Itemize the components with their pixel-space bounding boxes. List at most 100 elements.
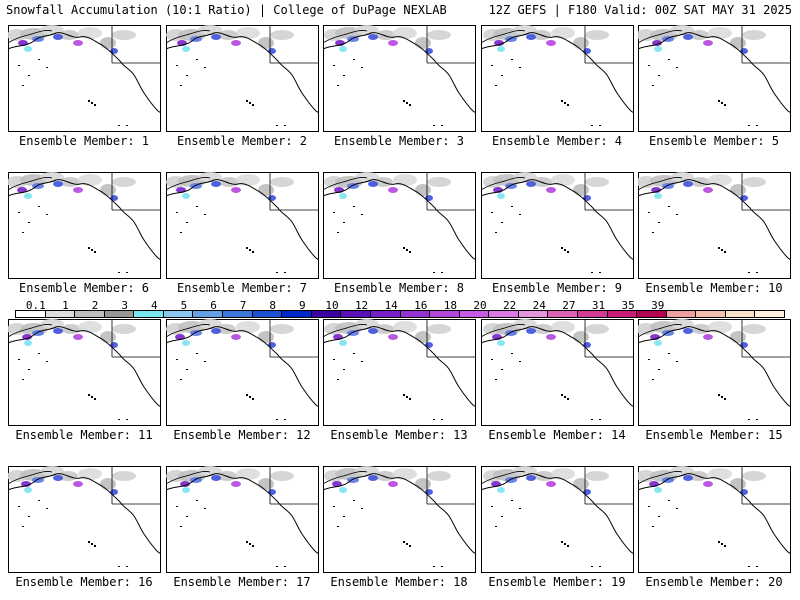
map-title: Snowfall Accumulation (10:1 Ratio) | Col… — [6, 3, 447, 17]
panel-caption: Ensemble Member: 14 — [488, 428, 626, 442]
legend-label: 16 — [414, 299, 428, 312]
snowfall-map — [166, 172, 319, 279]
snowfall-map — [481, 25, 634, 132]
snowfall-map — [638, 25, 791, 132]
legend-swatch — [577, 311, 608, 317]
snowfall-map — [166, 25, 319, 132]
legend-label: 27 — [562, 299, 576, 312]
ensemble-panel-16 — [8, 466, 161, 573]
panel-caption: Ensemble Member: 6 — [18, 281, 150, 295]
legend-swatch — [311, 311, 342, 317]
legend-swatch — [104, 311, 135, 317]
legend-swatch — [607, 311, 638, 317]
legend-label: 24 — [532, 299, 546, 312]
legend-swatch — [193, 311, 224, 317]
legend-label: 31 — [591, 299, 606, 312]
snowfall-map — [323, 319, 476, 426]
snowfall-map — [638, 466, 791, 573]
ensemble-panel-10 — [638, 172, 791, 279]
panel-caption: Ensemble Member: 4 — [491, 134, 623, 148]
panel-caption: Ensemble Member: 7 — [176, 281, 308, 295]
panel-caption: Ensemble Member: 3 — [333, 134, 465, 148]
ensemble-panel-20 — [638, 466, 791, 573]
legend-label: 6 — [210, 299, 217, 312]
legend-swatch — [459, 311, 490, 317]
ensemble-panel-13 — [323, 319, 476, 426]
panel-caption: Ensemble Member: 19 — [488, 575, 626, 589]
panel-caption: Ensemble Member: 10 — [645, 281, 783, 295]
legend-swatch — [134, 311, 164, 317]
legend-swatch — [548, 311, 578, 317]
legend-label: 35 — [621, 299, 635, 312]
legend-label: 8 — [269, 299, 277, 312]
snowfall-map — [323, 172, 476, 279]
snowfall-map — [8, 25, 161, 132]
ensemble-panel-17 — [166, 466, 319, 573]
legend-label: 2 — [91, 299, 99, 312]
ensemble-panel-14 — [481, 319, 634, 426]
snowfall-map — [8, 172, 161, 279]
panel-caption: Ensemble Member: 16 — [15, 575, 153, 589]
legend-label: 3 — [121, 299, 128, 312]
legend-swatch — [223, 311, 253, 317]
panel-caption: Ensemble Member: 9 — [491, 281, 623, 295]
legend-swatch — [489, 311, 519, 317]
legend-swatch — [755, 311, 785, 317]
legend-swatch — [45, 311, 76, 317]
panel-caption: Ensemble Member: 1 — [18, 134, 150, 148]
snowfall-map — [323, 466, 476, 573]
snowfall-map — [481, 466, 634, 573]
legend-swatch — [341, 311, 371, 317]
snowfall-map — [166, 319, 319, 426]
ensemble-panel-6 — [8, 172, 161, 279]
panel-caption: Ensemble Member: 2 — [176, 134, 308, 148]
legend-swatch — [666, 311, 697, 317]
ensemble-panel-19 — [481, 466, 634, 573]
legend-swatch — [400, 311, 431, 317]
legend-swatch — [518, 311, 549, 317]
legend-label: 14 — [384, 299, 398, 312]
ensemble-panel-12 — [166, 319, 319, 426]
snowfall-map — [323, 25, 476, 132]
legend-label: 4 — [150, 299, 158, 312]
ensemble-panel-15 — [638, 319, 791, 426]
legend-swatches — [15, 310, 785, 318]
panel-caption: Ensemble Member: 8 — [333, 281, 465, 295]
legend-swatch — [637, 311, 667, 317]
ensemble-panel-8 — [323, 172, 476, 279]
ensemble-panel-1 — [8, 25, 161, 132]
legend-label: 10 — [325, 299, 339, 312]
legend-label: 1 — [62, 299, 69, 312]
ensemble-panel-9 — [481, 172, 634, 279]
legend-swatch — [430, 311, 460, 317]
ensemble-panel-2 — [166, 25, 319, 132]
panel-caption: Ensemble Member: 11 — [15, 428, 153, 442]
snowfall-map — [481, 172, 634, 279]
panel-caption: Ensemble Member: 17 — [173, 575, 311, 589]
legend-swatch — [696, 311, 726, 317]
ensemble-panel-3 — [323, 25, 476, 132]
legend-label: 20 — [473, 299, 487, 312]
panel-caption: Ensemble Member: 15 — [645, 428, 783, 442]
panel-caption: Ensemble Member: 5 — [648, 134, 780, 148]
legend-swatch — [75, 311, 105, 317]
legend-label: 12 — [354, 299, 369, 312]
legend-swatch — [370, 311, 401, 317]
snowfall-map — [481, 319, 634, 426]
legend-label: 7 — [239, 299, 247, 312]
legend-label: 18 — [443, 299, 458, 312]
legend-swatch — [725, 311, 756, 317]
snowfall-map — [166, 466, 319, 573]
snowfall-map — [8, 319, 161, 426]
snowfall-map — [638, 172, 791, 279]
ensemble-panel-18 — [323, 466, 476, 573]
run-valid-time: 12Z GEFS | F180 Valid: 00Z SAT MAY 31 20… — [488, 3, 792, 17]
ensemble-panel-7 — [166, 172, 319, 279]
legend-swatch — [16, 311, 46, 317]
legend-label: 9 — [299, 299, 306, 312]
panel-caption: Ensemble Member: 20 — [645, 575, 783, 589]
snowfall-map — [638, 319, 791, 426]
legend-label: 39 — [651, 299, 665, 312]
panel-caption: Ensemble Member: 18 — [330, 575, 468, 589]
legend-label: 22 — [503, 299, 517, 312]
